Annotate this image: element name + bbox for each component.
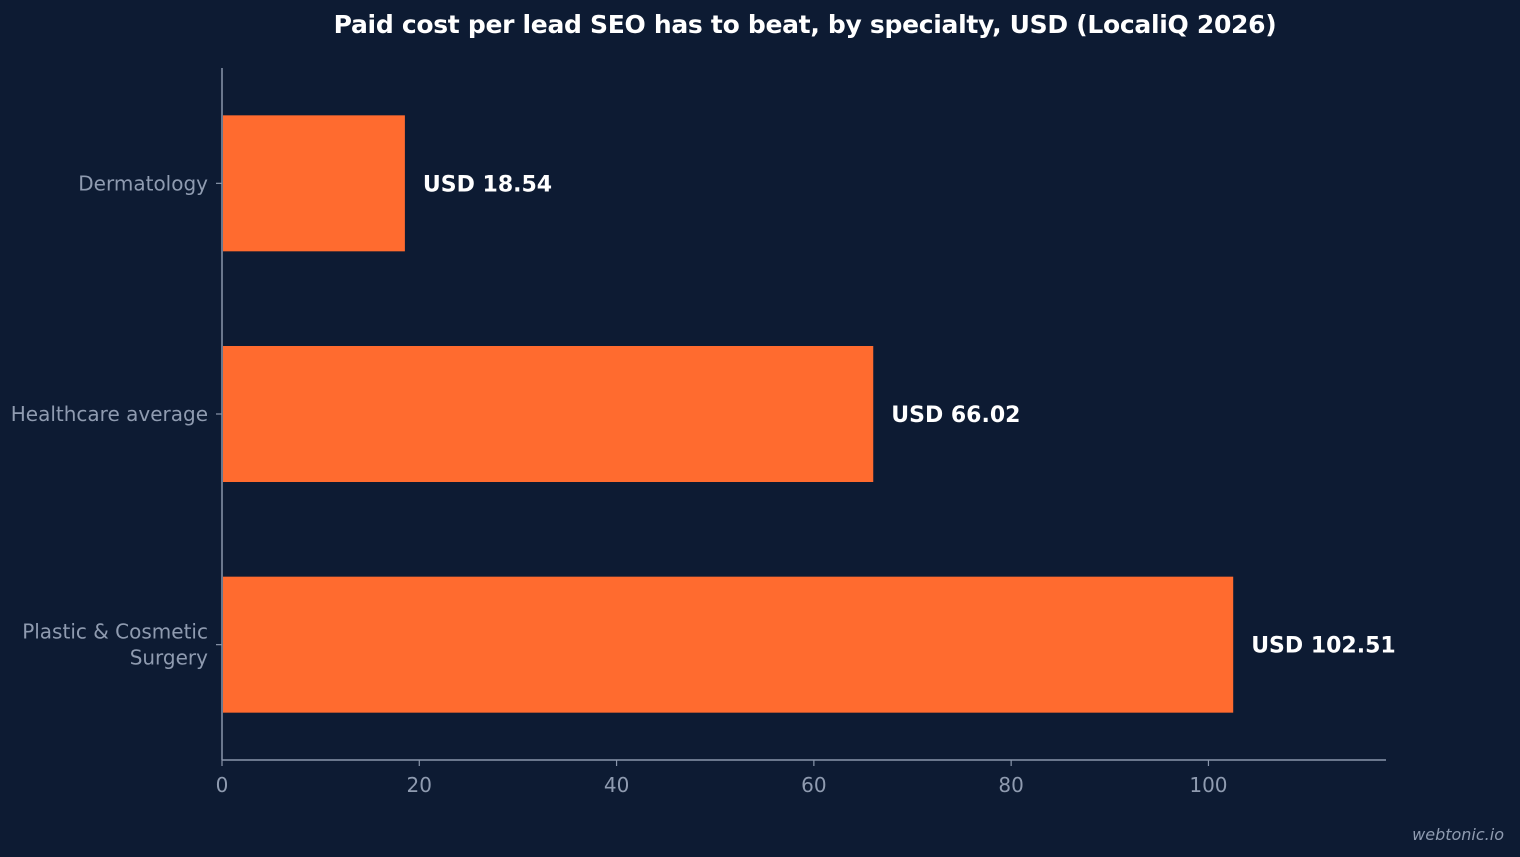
watermark: webtonic.io [1412,825,1504,844]
x-tick-label: 20 [407,773,432,797]
category-label: Plastic & Cosmetic [22,620,208,644]
data-label: USD 18.54 [423,172,552,197]
category-label: Surgery [130,646,208,670]
chart-title: Paid cost per lead SEO has to beat, by s… [333,10,1277,39]
bar [223,115,405,252]
x-tick-label: 0 [216,773,229,797]
bar [223,576,1234,713]
category-label: Healthcare average [11,402,208,426]
x-tick-label: 40 [604,773,629,797]
x-tick-label: 100 [1189,773,1227,797]
category-label: Dermatology [78,171,208,195]
bar [223,346,874,482]
x-tick-label: 80 [998,773,1023,797]
data-label: USD 66.02 [891,403,1020,428]
x-tick-label: 60 [801,773,826,797]
data-label: USD 102.51 [1251,634,1396,659]
